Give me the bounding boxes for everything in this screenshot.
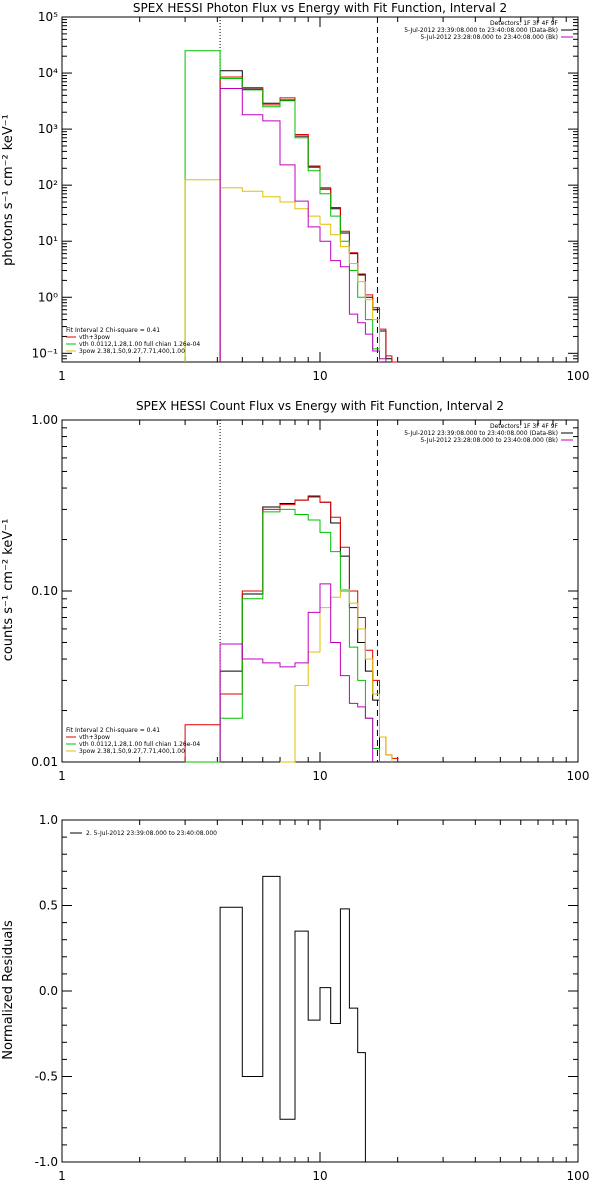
series-line-data-bk bbox=[219, 496, 380, 762]
legend-top-right-entry: Detectors: 1F 3F 4F 9F bbox=[490, 423, 559, 430]
y-tick-label: 1.0 bbox=[39, 813, 58, 827]
y-tick-label: 0.10 bbox=[31, 584, 58, 598]
y-tick-label: 10⁻¹ bbox=[32, 346, 59, 360]
legend-top-left-entry: 2. 5-Jul-2012 23:39:08.000 to 23:40:08.0… bbox=[86, 830, 217, 837]
y-tick-label: 10⁰ bbox=[38, 290, 58, 304]
x-tick-label: 100 bbox=[567, 1169, 590, 1183]
legend-bottom-left-entry: vth+3pow bbox=[79, 334, 110, 341]
y-tick-label: 0.5 bbox=[39, 899, 58, 913]
y-tick-label: 10³ bbox=[38, 122, 58, 136]
legend-top-right-entry: 5-Jul-2012 23:28:08.000 to 23:40:08.000 … bbox=[420, 34, 558, 41]
y-tick-label: -1.0 bbox=[35, 1155, 58, 1169]
y-tick-label: 10⁴ bbox=[38, 66, 58, 80]
legend-top-right-entry: 5-Jul-2012 23:39:08.000 to 23:40:08.000 … bbox=[404, 430, 558, 437]
x-tick-label: 10 bbox=[312, 1169, 327, 1183]
y-tick-label: 10⁵ bbox=[38, 10, 58, 24]
legend-bottom-left-entry: 3pow 2.38,1.50,9.27,7.71,400,1.00 bbox=[79, 348, 185, 355]
series-line-3pow bbox=[184, 179, 380, 362]
photon-flux-title: SPEX HESSI Photon Flux vs Energy with Fi… bbox=[133, 1, 507, 15]
legend-top-right-entry: 5-Jul-2012 23:28:08.000 to 23:40:08.000 … bbox=[420, 437, 558, 444]
y-tick-label: 10¹ bbox=[38, 234, 58, 248]
series-line-bk bbox=[219, 88, 387, 362]
series-line-residuals bbox=[219, 875, 380, 1163]
count-flux-y-axis-label: counts s⁻¹ cm⁻² keV⁻¹ bbox=[1, 519, 16, 662]
x-tick-label: 1 bbox=[58, 369, 66, 383]
legend-bottom-left-entry: vth+3pow bbox=[79, 734, 110, 741]
y-tick-label: 1.00 bbox=[31, 413, 58, 427]
legend-bottom-left-entry: Fit Interval 2 Chi-square = 0.41 bbox=[66, 327, 160, 334]
x-tick-label: 1 bbox=[58, 1169, 66, 1183]
legend-bottom-left-entry: Fit Interval 2 Chi-square = 0.41 bbox=[66, 727, 160, 734]
x-tick-label: 100 bbox=[567, 769, 590, 783]
x-tick-label: 100 bbox=[567, 369, 590, 383]
residuals-panel: Normalized Residuals 1 10 100 -1.0 -0.5 0.0 0.… bbox=[1, 813, 589, 1183]
y-tick-label: 0.01 bbox=[31, 755, 58, 769]
series-line-vth bbox=[185, 508, 380, 763]
photon-flux-panel: SPEX HESSI Photon Flux vs Energy with Fi… bbox=[1, 1, 589, 383]
y-tick-label: -0.5 bbox=[35, 1070, 58, 1084]
series-line-vth bbox=[184, 50, 380, 362]
legend-top-right-entry: 5-Jul-2012 23:39:08.000 to 23:40:08.000 … bbox=[404, 27, 558, 34]
legend-bottom-left-entry: 3pow 2.38,1.50,9.27,7.71,400,1.00 bbox=[79, 748, 185, 755]
x-tick-label: 10 bbox=[312, 769, 327, 783]
residuals-y-axis-label: Normalized Residuals bbox=[1, 920, 16, 1060]
y-tick-label: 0.0 bbox=[39, 984, 58, 998]
y-tick-label: 10² bbox=[38, 178, 58, 192]
x-tick-label: 10 bbox=[312, 369, 327, 383]
series-line-bk bbox=[219, 583, 374, 762]
legend-top-right-entry: Detectors: 1F 3F 4F 9F bbox=[490, 20, 559, 27]
legend-bottom-left-entry: vth 0.0112,1.28,1.00 full chian 1.26e-04 bbox=[79, 741, 200, 748]
x-tick-label: 1 bbox=[58, 769, 66, 783]
photon-flux-y-axis-label: photons s⁻¹ cm⁻² keV⁻¹ bbox=[1, 114, 16, 266]
count-flux-panel: SPEX HESSI Count Flux vs Energy with Fit… bbox=[1, 399, 589, 783]
series-line-3pow bbox=[280, 589, 393, 763]
legend-bottom-left-entry: vth 0.0112,1.28,1.00 full chian 1.26e-04 bbox=[79, 341, 200, 348]
count-flux-title: SPEX HESSI Count Flux vs Energy with Fit… bbox=[136, 399, 504, 413]
